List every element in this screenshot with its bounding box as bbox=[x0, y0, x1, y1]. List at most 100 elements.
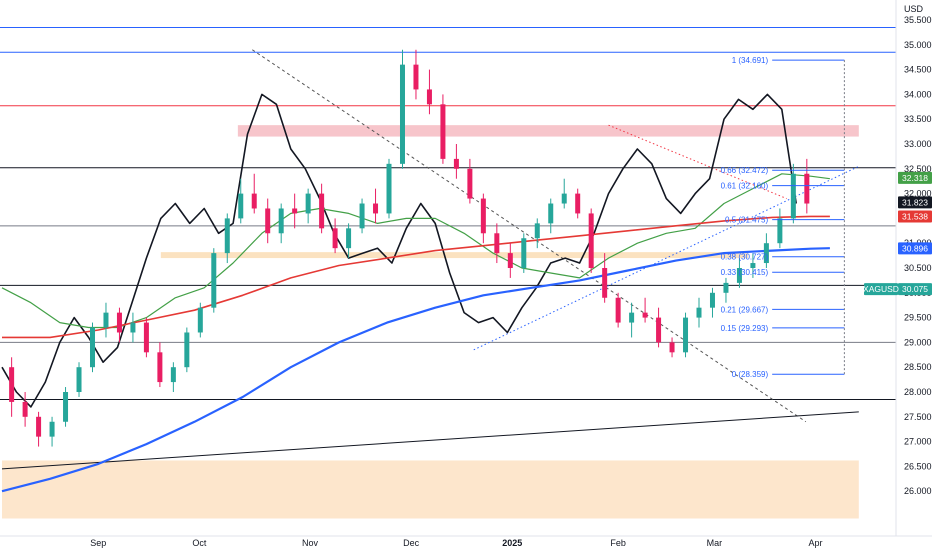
candle-body bbox=[116, 312, 122, 333]
candle-body bbox=[534, 223, 540, 239]
candle-body bbox=[399, 64, 405, 164]
zones-layer bbox=[2, 125, 859, 519]
fib-label-8: 0 (28.359) bbox=[732, 370, 769, 379]
candle-body bbox=[426, 89, 432, 105]
price-tag-label-3: 30.896 bbox=[902, 243, 928, 253]
candle-body bbox=[332, 228, 338, 249]
zone-0 bbox=[237, 125, 859, 137]
candle-body bbox=[130, 322, 136, 333]
candle-body bbox=[49, 421, 55, 437]
candle-body bbox=[777, 218, 783, 244]
fib-label-6: 0.21 (29.667) bbox=[721, 305, 769, 314]
candle-body bbox=[9, 367, 15, 402]
candle-body bbox=[224, 218, 230, 254]
candle-body bbox=[453, 158, 459, 169]
series-line-1 bbox=[1, 173, 830, 329]
candle-body bbox=[22, 401, 28, 417]
x-tick-label: Dec bbox=[403, 538, 420, 548]
candle-body bbox=[359, 203, 365, 229]
currency-label: USD bbox=[904, 4, 924, 14]
price-tag-2 bbox=[898, 210, 932, 223]
candle-body bbox=[292, 208, 298, 214]
candle-body bbox=[319, 193, 325, 229]
y-tick-label: 34.000 bbox=[904, 89, 932, 99]
y-tick-label: 26.000 bbox=[904, 486, 932, 496]
x-tick-label: Oct bbox=[192, 538, 207, 548]
candle-body bbox=[305, 193, 311, 214]
candle-body bbox=[804, 173, 810, 204]
y-tick-label: 30.500 bbox=[904, 263, 932, 273]
price-axis[interactable]: 35.500 35.000 34.500 34.000 33.500 33.000 32.5… bbox=[904, 15, 932, 496]
y-tick-label: 35.500 bbox=[904, 15, 932, 25]
candle-body bbox=[157, 352, 163, 383]
fib-label-7: 0.15 (29.293) bbox=[721, 324, 769, 333]
fib-label-1: 0.66 (32.472) bbox=[721, 166, 769, 175]
candle-body bbox=[373, 203, 379, 214]
candle-body bbox=[763, 243, 769, 264]
fib-label-4: 0.38 (30.727) bbox=[721, 253, 769, 262]
y-tick-label: 34.500 bbox=[904, 65, 932, 75]
candle-body bbox=[790, 173, 796, 219]
candle-body bbox=[480, 198, 486, 234]
fib-label-5: 0.33 (30.415) bbox=[721, 268, 769, 277]
y-tick-label: 28.000 bbox=[904, 387, 932, 397]
y-tick-label: 33.000 bbox=[904, 139, 932, 149]
candle-body bbox=[696, 307, 702, 318]
fib-label-2: 0.61 (32.160) bbox=[721, 182, 769, 191]
y-tick-label: 26.500 bbox=[904, 461, 932, 471]
candle-body bbox=[561, 193, 567, 204]
trendline-1 bbox=[473, 165, 860, 351]
candle-body bbox=[143, 322, 149, 353]
candle-body bbox=[63, 392, 69, 422]
candle-body bbox=[76, 367, 82, 392]
price-tag-label-1: 31.823 bbox=[902, 197, 928, 207]
price-tag-4 bbox=[898, 283, 932, 296]
candle-body bbox=[656, 317, 662, 343]
y-tick-label: 27.500 bbox=[904, 412, 932, 422]
zone-2 bbox=[2, 460, 859, 519]
candle-body bbox=[683, 317, 689, 353]
candle-body bbox=[211, 253, 217, 308]
candle-body bbox=[602, 268, 608, 298]
candle-body bbox=[103, 312, 109, 328]
y-tick-label: 28.500 bbox=[904, 362, 932, 372]
candles-layer bbox=[9, 49, 810, 447]
candle-body bbox=[170, 367, 176, 383]
price-tag-3 bbox=[898, 242, 932, 255]
candle-body bbox=[507, 253, 513, 268]
candle-body bbox=[184, 332, 190, 368]
candle-body bbox=[494, 233, 500, 254]
x-tick-label: Feb bbox=[610, 538, 626, 548]
candle-body bbox=[629, 312, 635, 323]
trendline-3 bbox=[1, 411, 859, 470]
series-line-0 bbox=[1, 93, 797, 408]
y-tick-label: 29.500 bbox=[904, 313, 932, 323]
y-tick-label: 29.000 bbox=[904, 337, 932, 347]
candle-body bbox=[386, 163, 392, 214]
symbol-tag bbox=[864, 283, 898, 296]
price-tag-label-0: 32.318 bbox=[902, 173, 928, 183]
fib-label-0: 1 (34.691) bbox=[732, 56, 769, 65]
candle-body bbox=[251, 193, 257, 209]
indicator-lines-layer bbox=[1, 93, 830, 493]
y-tick-label: 33.500 bbox=[904, 114, 932, 124]
candle-body bbox=[669, 342, 675, 353]
candle-body bbox=[36, 416, 42, 437]
candle-body bbox=[709, 292, 715, 308]
price-tag-0 bbox=[898, 171, 932, 184]
candle-body bbox=[548, 203, 554, 224]
y-tick-label: 27.000 bbox=[904, 437, 932, 447]
candle-body bbox=[575, 193, 581, 214]
candle-body bbox=[467, 168, 473, 199]
x-tick-label: 2025 bbox=[502, 538, 522, 548]
zone-1 bbox=[160, 252, 749, 259]
y-tick-label: 32.000 bbox=[904, 189, 932, 199]
y-tick-label: 32.500 bbox=[904, 164, 932, 174]
candle-body bbox=[588, 213, 594, 268]
x-tick-label: Mar bbox=[707, 538, 723, 548]
candle-body bbox=[413, 64, 419, 90]
time-axis[interactable]: Sep Oct Nov Dec 2025 Feb Mar Apr bbox=[0, 535, 932, 548]
y-tick-label: 35.000 bbox=[904, 40, 932, 50]
